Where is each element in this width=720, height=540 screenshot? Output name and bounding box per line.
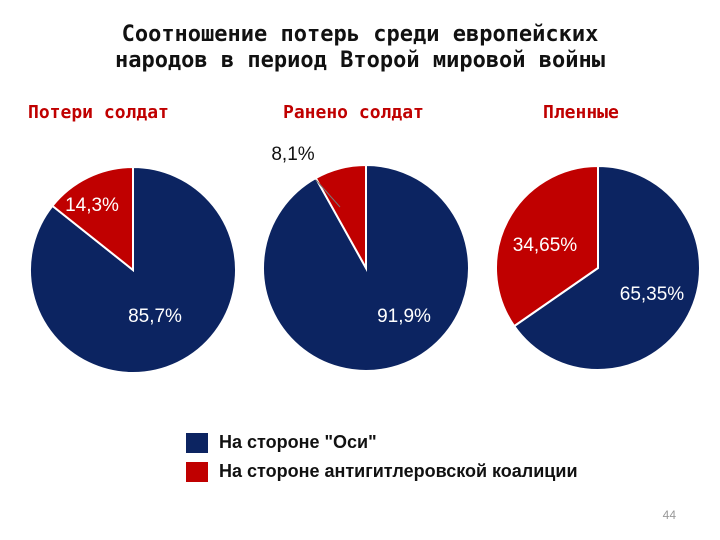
chart-title-prisoners: Пленные (543, 102, 619, 123)
chart-legend: На стороне "Оси" На стороне антигитлеров… (186, 428, 578, 486)
chart-title-wounded: Ранено солдат (283, 102, 424, 123)
pie-2-slice-allies (495, 164, 599, 328)
title-line-1: Соотношение потерь среди европейских (121, 22, 599, 47)
slide-title: Соотношение потерь среди европейских нар… (0, 22, 720, 74)
pie-1-label-axis: 91,9% (377, 306, 431, 327)
pie-1-label-allies: 8,1% (271, 144, 314, 165)
pie-0-label-axis: 85,7% (128, 306, 182, 327)
legend-label-axis: На стороне "Оси" (219, 432, 377, 452)
pie-1-slice-allies (314, 163, 367, 272)
pie-0-label-allies: 14,3% (65, 195, 119, 216)
legend-label-allies: На стороне антигитлеровской коалиции (219, 461, 578, 481)
legend-swatch-allies (186, 461, 208, 482)
pie-1-leader-line (315, 179, 341, 208)
page-number: 44 (662, 508, 676, 522)
legend-item-allies: На стороне антигитлеровской коалиции (186, 457, 578, 486)
pie-2-label-axis: 65,35% (620, 284, 685, 305)
pie-2-label-allies: 34,65% (513, 235, 578, 256)
legend-item-axis: На стороне "Оси" (186, 428, 578, 457)
pie-2-slice-axis (512, 164, 701, 371)
pie-0-slice-allies (51, 165, 134, 273)
legend-swatch-axis (186, 432, 208, 453)
pie-0-slice-axis (29, 165, 237, 374)
chart-title-losses: Потери солдат (28, 102, 169, 123)
title-line-2: народов в период Второй мировой войны (114, 48, 606, 73)
